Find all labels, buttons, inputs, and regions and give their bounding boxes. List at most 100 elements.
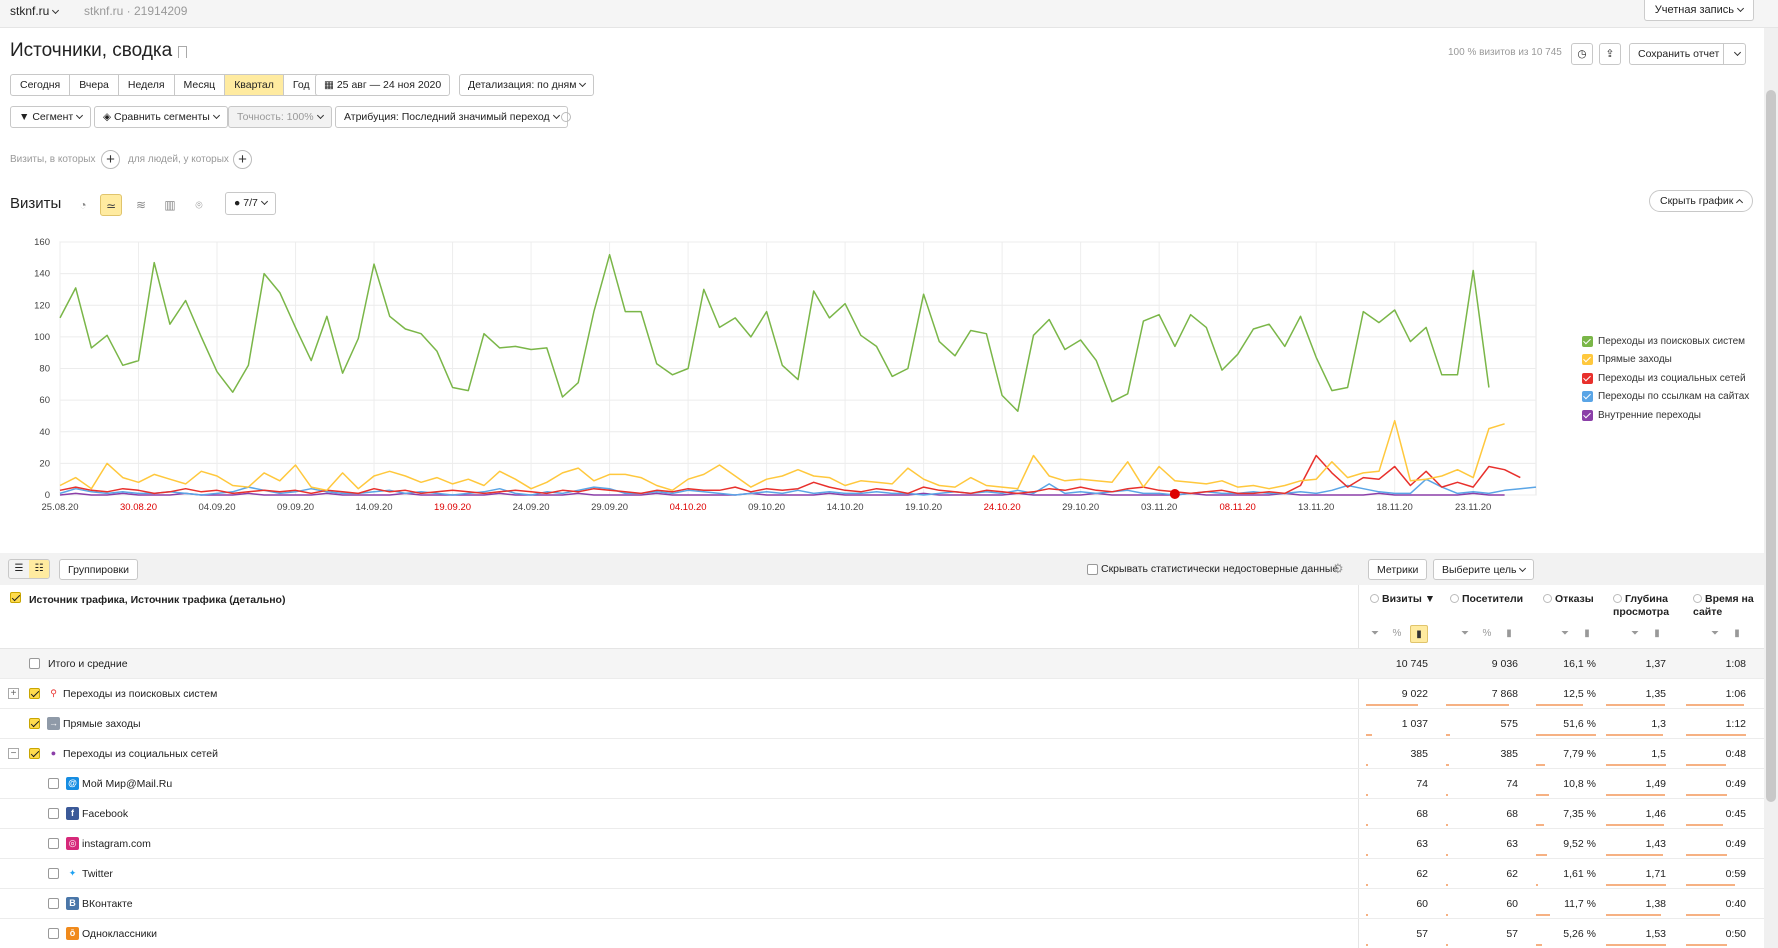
site-selector[interactable]: stknf.ru (10, 4, 60, 18)
legend-checkbox[interactable] (1582, 354, 1593, 366)
period-button-3[interactable]: Месяц (175, 75, 226, 95)
attribution-dropdown[interactable]: Атрибуция: Последний значимый переход (335, 106, 568, 128)
table-row[interactable]: f Facebook 68 68 7,35 % 1,46 0:45 (0, 799, 1764, 829)
export-button[interactable]: ⇪ (1599, 43, 1621, 65)
collapse-icon[interactable]: − (8, 748, 19, 759)
row-checkbox[interactable] (29, 748, 40, 759)
add-visit-condition-button[interactable]: + (101, 150, 120, 169)
bar-chart-icon[interactable]: ▮ (1584, 628, 1590, 639)
hide-chart-button[interactable]: Скрыть график (1649, 190, 1754, 212)
scrollbar-thumb[interactable] (1766, 90, 1776, 802)
table-row[interactable]: ō Одноклассники 57 57 5,26 % 1,53 0:50 (0, 919, 1764, 948)
save-report-menu-button[interactable] (1723, 43, 1746, 65)
row-label[interactable]: Twitter (82, 868, 113, 880)
filter-icon[interactable]: ⏷ (1561, 628, 1569, 639)
accuracy-dropdown[interactable]: Точность: 100% (228, 106, 332, 128)
table-row[interactable]: ✦ Twitter 62 62 1,61 % 1,71 0:59 (0, 859, 1764, 889)
legend-checkbox[interactable] (1582, 335, 1593, 347)
info-icon[interactable] (561, 112, 571, 122)
row-label[interactable]: ВКонтакте (82, 898, 133, 910)
add-people-condition-button[interactable]: + (233, 150, 252, 169)
help-icon[interactable] (1693, 594, 1702, 603)
table-row[interactable]: + ⚲ Переходы из поисковых систем 9 022 7 868… (0, 679, 1764, 709)
help-icon[interactable] (1613, 594, 1622, 603)
metrics-count-button[interactable]: ● 7/7 (225, 192, 276, 215)
list-view-button[interactable]: ☰ (14, 563, 24, 574)
column-header-0[interactable]: Визиты ▼ (1370, 593, 1450, 606)
row-checkbox[interactable] (48, 838, 59, 849)
groupings-button[interactable]: Группировки (59, 559, 139, 580)
filter-icon[interactable]: ⏷ (1371, 628, 1379, 639)
account-button[interactable]: Учетная запись (1643, 0, 1754, 21)
date-range-button[interactable]: ▦ 25 авг — 24 ноя 2020 (315, 74, 451, 96)
percent-icon[interactable]: % (1482, 628, 1492, 639)
expand-icon[interactable]: + (8, 688, 19, 699)
period-button-1[interactable]: Вчера (70, 75, 119, 95)
metrics-button[interactable]: Метрики (1368, 559, 1428, 580)
bar-chart-type-button[interactable]: ▥ (159, 194, 181, 216)
dimension-header-checkbox[interactable] (10, 592, 21, 603)
table-row[interactable]: ◎ instagram.com 63 63 9,52 % 1,43 0:49 (0, 829, 1764, 859)
row-label[interactable]: Мой Мир@Mail.Ru (82, 778, 173, 790)
legend-item-4[interactable]: Внутренние переходы (1582, 406, 1749, 425)
totals-checkbox[interactable] (29, 658, 40, 669)
legend-checkbox[interactable] (1582, 409, 1593, 421)
legend-item-0[interactable]: Переходы из поисковых систем (1582, 332, 1749, 351)
period-button-4[interactable]: Квартал (225, 75, 284, 95)
period-button-2[interactable]: Неделя (119, 75, 175, 95)
help-icon[interactable] (1543, 594, 1552, 603)
bar-chart-icon[interactable]: ▮ (1654, 628, 1660, 639)
column-header-4[interactable]: Время на сайте (1693, 593, 1759, 619)
bar-chart-icon[interactable]: ▮ (1410, 625, 1428, 643)
history-button[interactable]: ◷ (1571, 43, 1593, 65)
pie-chart-type-button[interactable]: ◔ (72, 194, 94, 216)
row-checkbox[interactable] (29, 718, 40, 729)
row-checkbox[interactable] (48, 808, 59, 819)
percent-icon[interactable]: % (1392, 628, 1402, 639)
row-checkbox[interactable] (29, 688, 40, 699)
filter-icon[interactable]: ⏷ (1461, 628, 1469, 639)
area-chart-type-button[interactable]: ≋ (130, 194, 152, 216)
row-checkbox[interactable] (48, 778, 59, 789)
table-row[interactable]: @ Мой Мир@Mail.Ru 74 74 10,8 % 1,49 0:49 (0, 769, 1764, 799)
compare-segments-button[interactable]: ◈ Сравнить сегменты (94, 106, 228, 128)
table-row[interactable]: → Прямые заходы 1 037 575 51,6 % 1,3 1:12 (0, 709, 1764, 739)
period-button-5[interactable]: Год (292, 79, 310, 91)
row-checkbox[interactable] (48, 898, 59, 909)
row-label[interactable]: instagram.com (82, 838, 151, 850)
bar-chart-icon[interactable]: ▮ (1506, 628, 1512, 639)
help-icon[interactable] (1370, 594, 1379, 603)
bookmark-icon[interactable] (178, 46, 187, 58)
column-header-2[interactable]: Отказы (1543, 593, 1623, 606)
row-checkbox[interactable] (48, 928, 59, 939)
hide-unreliable-checkbox[interactable] (1087, 564, 1098, 575)
filter-icon[interactable]: ⏷ (1631, 628, 1639, 639)
legend-item-2[interactable]: Переходы из социальных сетей (1582, 369, 1749, 388)
goal-dropdown[interactable]: Выберите цель (1433, 559, 1535, 580)
row-label[interactable]: Facebook (82, 808, 129, 820)
tree-view-button[interactable]: ☷ (29, 560, 49, 578)
detail-dropdown[interactable]: Детализация: по дням (459, 74, 595, 96)
filter-icon[interactable]: ⏷ (1711, 628, 1719, 639)
segment-button[interactable]: ▼ Сегмент (10, 106, 92, 128)
table-row[interactable]: B ВКонтакте 60 60 11,7 % 1,38 0:40 (0, 889, 1764, 919)
legend-item-3[interactable]: Переходы по ссылкам на сайтах (1582, 388, 1749, 407)
legend-item-1[interactable]: Прямые заходы (1582, 351, 1749, 370)
map-chart-type-button[interactable]: ⌾ (188, 194, 210, 216)
column-header-1[interactable]: Посетители (1450, 593, 1530, 606)
row-checkbox[interactable] (48, 868, 59, 879)
table-row[interactable]: − ● Переходы из социальных сетей 385 385 7,79… (0, 739, 1764, 769)
row-label[interactable]: Переходы из поисковых систем (63, 688, 218, 700)
row-label[interactable]: Переходы из социальных сетей (63, 748, 218, 760)
bar-chart-icon[interactable]: ▮ (1734, 628, 1740, 639)
line-chart-type-button[interactable]: ≃ (100, 194, 122, 216)
save-report-button[interactable]: Сохранить отчет (1629, 43, 1724, 65)
legend-checkbox[interactable] (1582, 391, 1593, 403)
gear-icon[interactable]: ⚙ (1332, 561, 1344, 576)
legend-checkbox[interactable] (1582, 372, 1593, 384)
period-button-0[interactable]: Сегодня (11, 75, 71, 95)
help-icon[interactable] (1450, 594, 1459, 603)
column-header-3[interactable]: Глубина просмотра (1613, 593, 1679, 619)
scrollbar-track[interactable] (1764, 28, 1778, 948)
row-label[interactable]: Одноклассники (82, 928, 158, 940)
